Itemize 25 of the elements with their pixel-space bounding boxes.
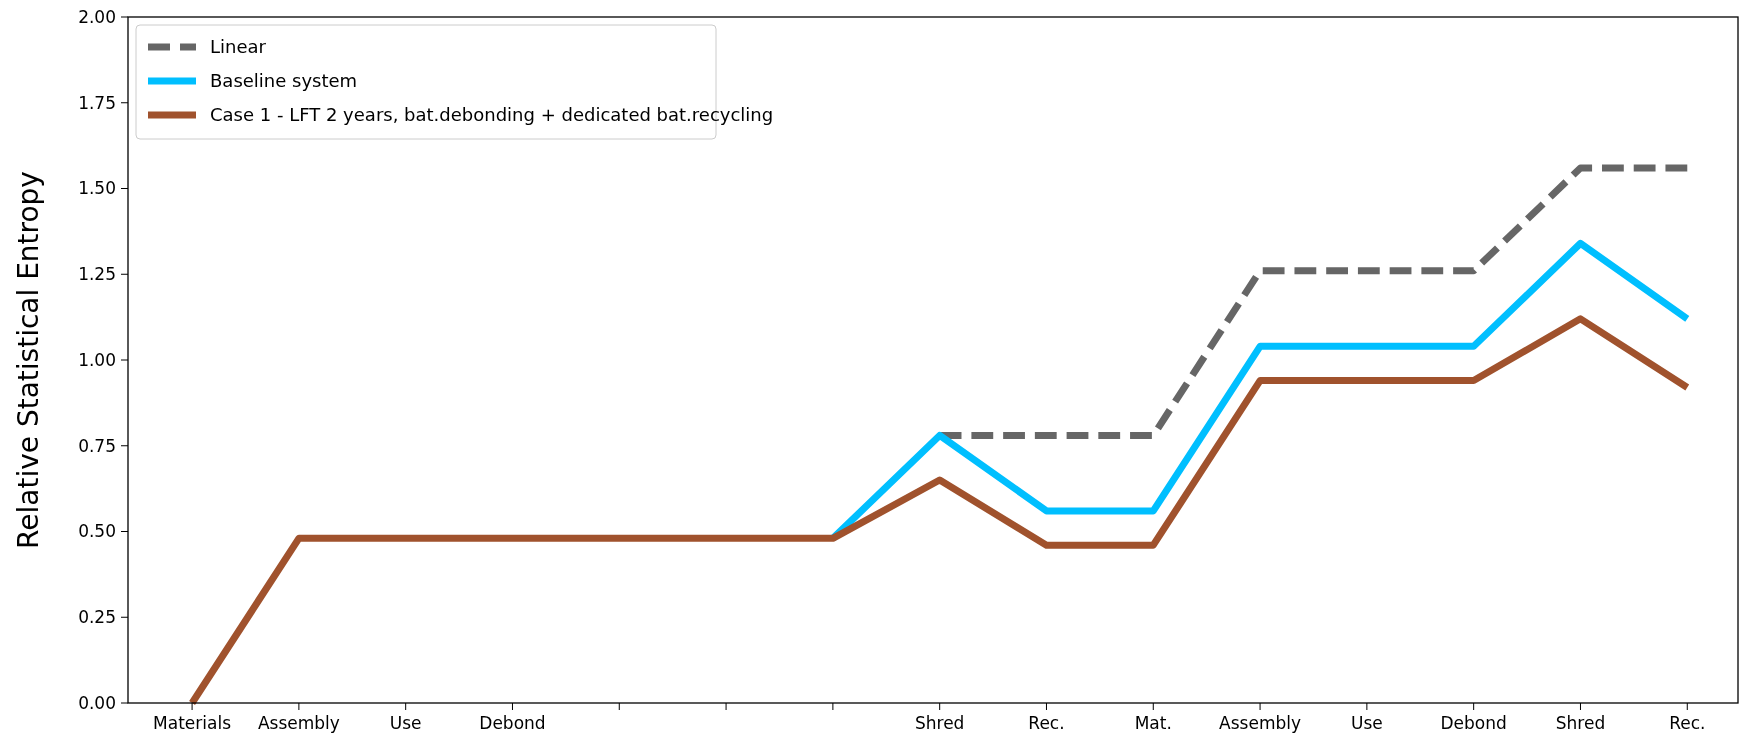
x-tick-label: Rec. (1028, 713, 1065, 733)
x-tick-label: Use (389, 713, 422, 733)
x-tick-label: Debond (1440, 713, 1507, 733)
x-tick-label: Assembly (257, 713, 340, 733)
legend-label: Baseline system (210, 70, 358, 92)
x-tick-label: Shred (1555, 713, 1606, 733)
x-tick-label: Mat. (1134, 713, 1172, 733)
x-tick-label: Assembly (1219, 713, 1302, 733)
y-tick-label: 1.75 (78, 92, 116, 113)
x-tick-label: Materials (153, 713, 232, 733)
y-tick-label: 1.00 (78, 349, 116, 370)
y-tick-label: 0.75 (78, 435, 116, 456)
y-tick-label: 1.25 (78, 264, 116, 285)
x-tick-label: Shred (914, 713, 965, 733)
y-tick-label: 0.50 (78, 521, 116, 542)
legend-label: Linear (210, 36, 267, 58)
y-axis-title: Relative Statistical Entropy (12, 171, 45, 549)
y-tick-label: 0.00 (78, 692, 116, 713)
y-tick-label: 2.00 (78, 6, 116, 27)
x-tick-label: Debond (479, 713, 546, 733)
y-tick-label: 1.50 (78, 178, 116, 199)
legend-label: Case 1 - LFT 2 years, bat.debonding + dedicated bat.recycling (210, 104, 774, 126)
y-tick-label: 0.25 (78, 607, 116, 628)
x-tick-label: Use (1350, 713, 1383, 733)
x-tick-label: Rec. (1669, 713, 1706, 733)
